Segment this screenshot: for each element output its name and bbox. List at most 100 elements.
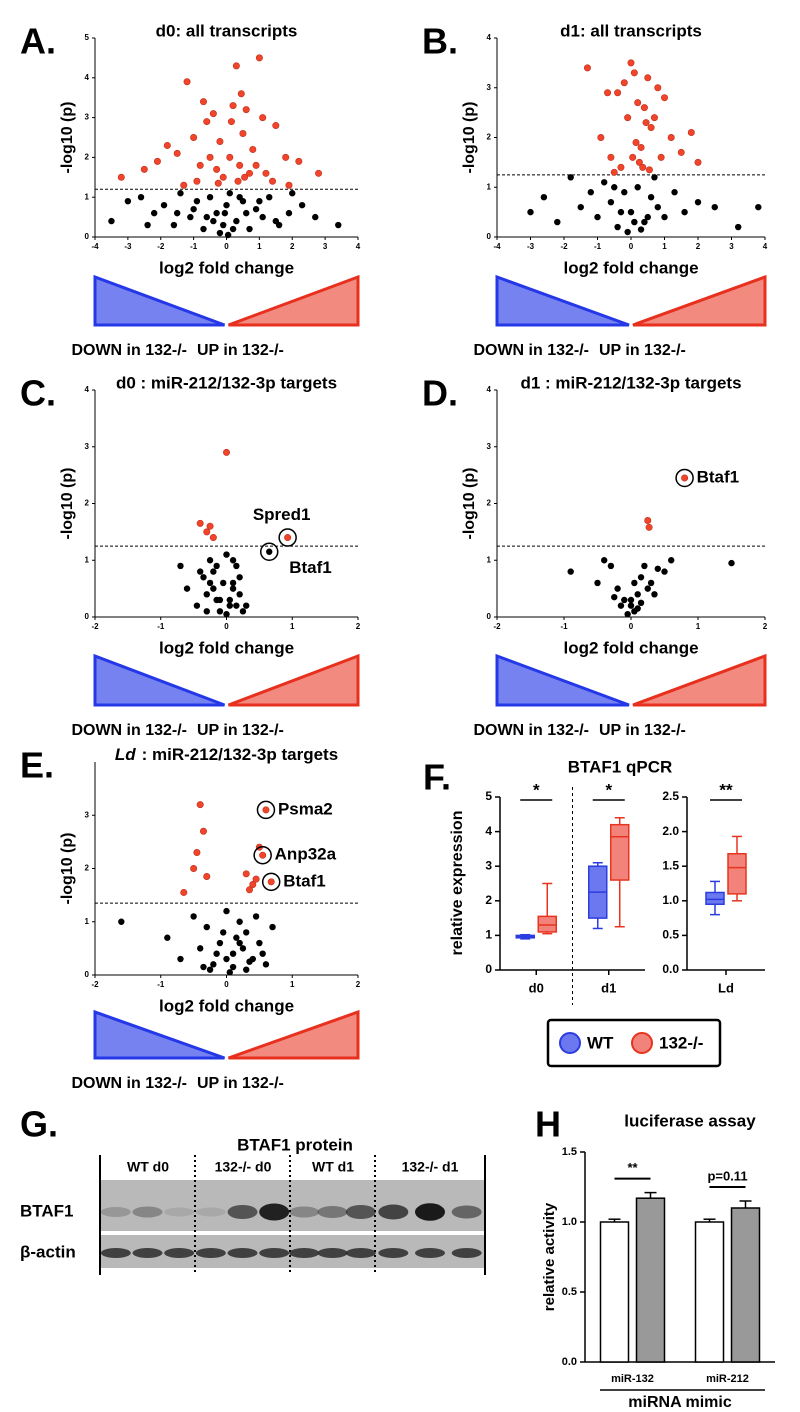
data-point [694, 158, 702, 166]
data-point [269, 177, 277, 185]
y-tick-label: 1 [85, 192, 90, 201]
significance-label: * [533, 780, 540, 799]
y-tick-label: 3 [85, 810, 90, 819]
x-axis-label: log2 fold change [563, 638, 698, 657]
down-triangle [93, 274, 226, 327]
data-point [315, 169, 323, 177]
row-label: β-actin [20, 1242, 76, 1261]
data-point [210, 568, 217, 575]
data-point [229, 585, 237, 592]
panel-letter: D. [422, 373, 458, 414]
data-point [226, 190, 233, 197]
blot-band [345, 1205, 376, 1219]
data-point [216, 608, 224, 615]
data-point [200, 574, 207, 581]
data-point [199, 98, 207, 106]
data-point [220, 579, 227, 587]
data-point [667, 134, 675, 142]
data-point [654, 84, 662, 92]
up-label: UP in 132-/- [599, 722, 686, 739]
y-axis-label: -log10 (p) [59, 833, 76, 905]
panel-letter: B. [422, 21, 458, 62]
significance-label: ** [719, 780, 733, 799]
data-point [216, 137, 224, 145]
x-tick-label: 0 [629, 242, 634, 251]
data-point [272, 217, 280, 225]
y-tick-label: 1 [85, 555, 90, 564]
data-point [312, 213, 319, 221]
data-point [694, 198, 702, 206]
blot-band [345, 1248, 376, 1258]
data-point [203, 591, 210, 598]
data-point [144, 221, 151, 229]
data-point [206, 194, 214, 201]
data-point [635, 158, 643, 166]
data-point [213, 562, 220, 570]
blot-band [415, 1203, 445, 1221]
data-point [223, 551, 230, 558]
data-point [173, 209, 181, 217]
data-point [193, 177, 201, 185]
up-triangle [632, 653, 767, 707]
data-point [197, 568, 204, 575]
data-point [246, 958, 253, 965]
box [705, 891, 725, 906]
x-tick-label: d1 [601, 980, 616, 995]
data-point [187, 213, 194, 221]
data-point [206, 557, 214, 564]
down-label: DOWN in 132-/- [71, 1075, 187, 1092]
y-tick-label: 2.5 [662, 789, 679, 803]
y-tick-label: 5 [485, 789, 492, 803]
panel-letter: C. [20, 373, 56, 414]
data-point [213, 950, 220, 957]
chart-title: d0: all transcripts [156, 21, 298, 40]
data-point [645, 523, 653, 531]
data-point [634, 184, 641, 191]
down-triangle [495, 274, 630, 327]
down-label: DOWN in 132-/- [473, 722, 589, 739]
data-point [239, 945, 247, 952]
data-point [196, 801, 204, 809]
data-point [259, 114, 267, 122]
data-point [671, 189, 678, 196]
y-tick-label: 4 [85, 385, 90, 394]
data-point [637, 226, 645, 233]
blot-band [289, 1206, 320, 1218]
data-point [210, 585, 217, 592]
panel-letter: E. [20, 745, 54, 786]
annotation-label: Btaf1 [697, 467, 740, 486]
data-point [206, 522, 214, 530]
data-point [651, 591, 658, 598]
data-point [285, 181, 293, 189]
data-point [267, 878, 275, 886]
x-tick-label: -2 [91, 622, 99, 631]
data-point [233, 562, 240, 570]
blot-band [378, 1204, 409, 1220]
y-tick-label: 3 [85, 442, 90, 451]
up-triangle [227, 653, 360, 707]
y-tick-label: 0 [485, 962, 492, 976]
data-point [597, 134, 605, 142]
data-point [164, 934, 171, 941]
blot-band [132, 1206, 163, 1218]
data-point [607, 153, 615, 161]
bar [635, 1197, 666, 1363]
data-point [200, 963, 207, 971]
data-point [256, 197, 263, 205]
data-point [650, 114, 658, 122]
data-point [200, 225, 207, 233]
x-tick-label: 2 [356, 980, 361, 989]
chart-title: BTAF1 qPCR [568, 757, 673, 776]
data-point [629, 153, 637, 161]
data-point [243, 966, 250, 973]
legend-label: WT [587, 1033, 614, 1052]
data-point [681, 208, 688, 216]
data-point [203, 608, 210, 615]
data-point [223, 610, 230, 618]
down-label: DOWN in 132-/- [71, 722, 187, 739]
x-tick-label: -1 [157, 980, 165, 989]
data-point [644, 585, 651, 592]
blot-band [378, 1248, 409, 1258]
data-point [108, 217, 115, 225]
up-label: UP in 132-/- [197, 1075, 284, 1092]
